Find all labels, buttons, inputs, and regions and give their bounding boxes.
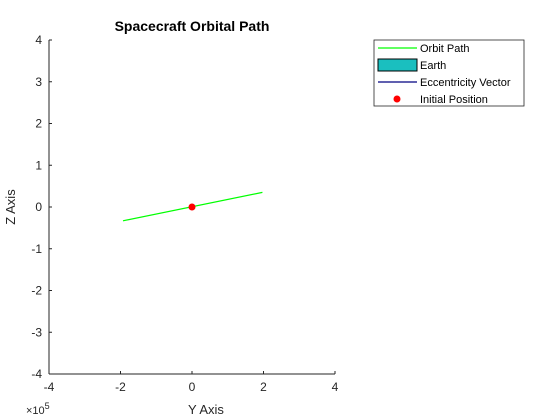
- x-exponent-base: ×10: [26, 405, 45, 417]
- y-tick-label: -2: [31, 284, 42, 298]
- legend-initial-position-label: Initial Position: [420, 94, 488, 106]
- y-axis-label: Z Axis: [3, 189, 18, 225]
- y-tick-label: -3: [31, 325, 42, 339]
- legend-earth-label: Earth: [420, 60, 446, 72]
- y-tick-label: 0: [35, 200, 42, 214]
- legend-eccentricity-vector-label: Eccentricity Vector: [420, 77, 511, 89]
- x-tick-label: -2: [115, 380, 126, 394]
- legend-orbit-path-label: Orbit Path: [420, 43, 470, 55]
- y-tick-label: -4: [31, 367, 42, 381]
- y-tick-label: -1: [31, 242, 42, 256]
- initial-position-marker: [189, 204, 196, 211]
- legend: Orbit Path Earth Eccentricity Vector Initia…: [374, 40, 524, 106]
- y-tick-label: 4: [35, 33, 42, 47]
- y-tick-label: 1: [35, 158, 42, 172]
- x-tick-label: 0: [189, 380, 196, 394]
- x-tick-label: 4: [332, 380, 339, 394]
- legend-initial-position-swatch: [394, 96, 401, 103]
- x-tick-label: 2: [260, 380, 267, 394]
- legend-earth-swatch: [378, 59, 417, 71]
- y-tick-label: 3: [35, 75, 42, 89]
- chart-title: Spacecraft Orbital Path: [115, 18, 270, 34]
- y-tick-label: 2: [35, 117, 42, 131]
- x-axis-label: Y Axis: [188, 402, 224, 417]
- x-exponent-power: 5: [45, 401, 50, 411]
- x-tick-label: -4: [44, 380, 55, 394]
